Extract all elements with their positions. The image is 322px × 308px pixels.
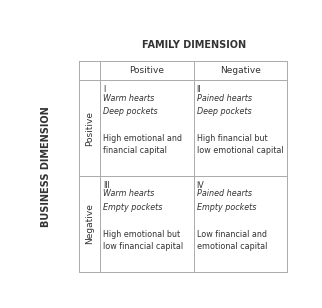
Text: financial capital: financial capital xyxy=(103,146,167,156)
Text: II: II xyxy=(197,85,201,94)
Text: Warm hearts: Warm hearts xyxy=(103,94,154,103)
Text: Negative: Negative xyxy=(220,66,261,75)
Text: low financial capital: low financial capital xyxy=(103,242,183,251)
Text: Positive: Positive xyxy=(85,111,94,145)
Text: low emotional capital: low emotional capital xyxy=(197,146,283,156)
Text: High financial but: High financial but xyxy=(197,134,267,143)
Text: III: III xyxy=(103,181,110,190)
Text: IV: IV xyxy=(197,181,204,190)
Text: Empty pockets: Empty pockets xyxy=(197,203,256,212)
Text: emotional capital: emotional capital xyxy=(197,242,267,251)
Text: Low financial and: Low financial and xyxy=(197,229,267,239)
Text: FAMILY DIMENSION: FAMILY DIMENSION xyxy=(142,40,246,50)
Text: Deep pockets: Deep pockets xyxy=(103,107,158,116)
Text: Pained hearts: Pained hearts xyxy=(197,94,252,103)
Text: Deep pockets: Deep pockets xyxy=(197,107,251,116)
Text: High emotional but: High emotional but xyxy=(103,229,180,239)
Text: I: I xyxy=(103,85,105,94)
Text: Pained hearts: Pained hearts xyxy=(197,189,252,198)
Text: Empty pockets: Empty pockets xyxy=(103,203,163,212)
Text: Positive: Positive xyxy=(129,66,165,75)
Text: BUSINESS DIMENSION: BUSINESS DIMENSION xyxy=(42,106,52,227)
Text: High emotional and: High emotional and xyxy=(103,134,182,143)
Text: Negative: Negative xyxy=(85,203,94,244)
Text: Warm hearts: Warm hearts xyxy=(103,189,154,198)
